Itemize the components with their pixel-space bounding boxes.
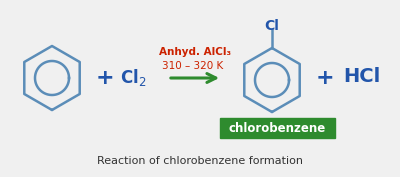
Text: HCl: HCl [343,67,381,87]
Text: 310 – 320 K: 310 – 320 K [162,61,224,71]
Text: +: + [96,68,114,88]
Text: Cl: Cl [264,19,280,33]
Text: +: + [316,68,334,88]
Text: Anhyd. AlCl₃: Anhyd. AlCl₃ [159,47,231,57]
Text: chlorobenzene: chlorobenzene [229,121,326,135]
Text: Reaction of chlorobenzene formation: Reaction of chlorobenzene formation [97,156,303,166]
FancyBboxPatch shape [220,118,335,138]
Text: Cl$_2$: Cl$_2$ [120,67,146,88]
